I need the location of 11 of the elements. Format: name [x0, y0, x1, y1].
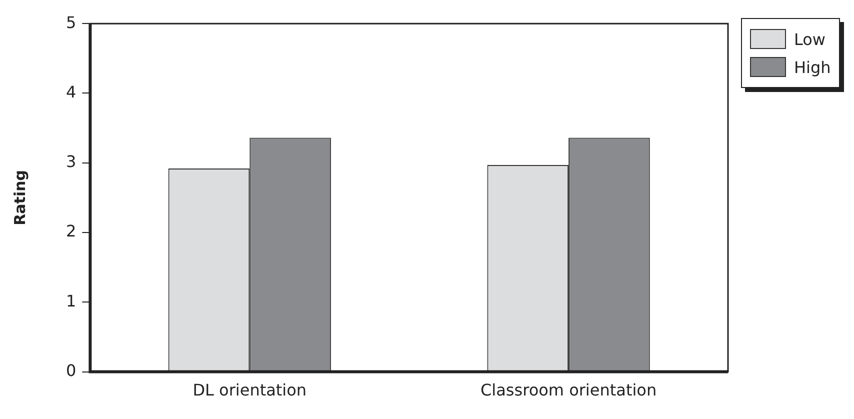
legend-label: High [794, 58, 831, 76]
y-tick-label: 5 [66, 12, 76, 32]
y-tick-label: 4 [66, 82, 76, 102]
y-axis-title: Rating [10, 170, 29, 226]
y-tick-label: 3 [66, 152, 76, 172]
y-tick-label: 2 [66, 222, 76, 241]
y-tick-label: 1 [66, 291, 76, 310]
y-tick-label: 0 [66, 360, 76, 380]
x-tick-label: Classroom orientation [480, 380, 657, 400]
legend-label: Low [794, 30, 826, 48]
x-tick-label: DL orientation [192, 380, 307, 400]
